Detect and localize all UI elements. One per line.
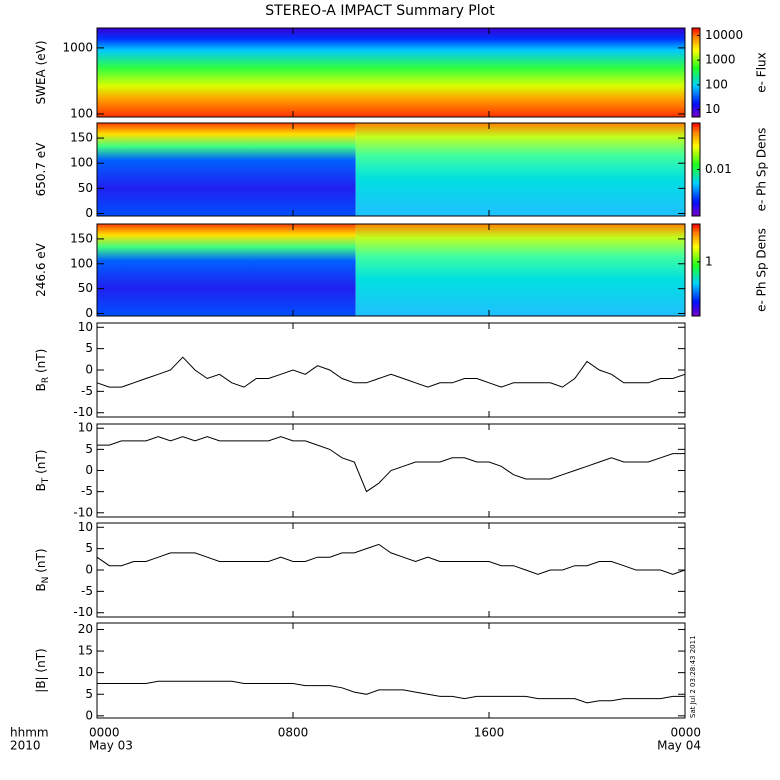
y-tick-label: 10 — [78, 665, 93, 679]
y-tick-label: -5 — [81, 584, 93, 598]
y-tick-label: 0 — [85, 463, 93, 477]
y-tick-label: 50 — [78, 281, 93, 295]
y-tick-label: 100 — [70, 256, 93, 270]
y-axis-label: BN (nT) — [34, 548, 51, 591]
panel-frame — [96, 622, 686, 719]
panel-frame — [96, 223, 686, 317]
data-line — [96, 543, 686, 575]
y-tick-label: 150 — [70, 231, 93, 245]
y-axis-label: SWEA (eV) — [34, 40, 48, 104]
y-tick-label: 0 — [85, 563, 93, 577]
spectrogram — [355, 224, 685, 316]
y-axis-label-part: R — [41, 377, 51, 383]
y-tick-label: 0 — [85, 363, 93, 377]
y-tick-label: -5 — [81, 484, 93, 498]
y-axis-label-part: (nT) — [34, 349, 48, 377]
timestamp: Sat Jul 2 03:28:43 2011 — [689, 635, 697, 718]
spectrogram — [97, 224, 356, 316]
panel-frame — [96, 27, 686, 118]
y-tick-label: 0 — [85, 708, 93, 722]
y-tick-label: 5 — [85, 341, 93, 355]
y-tick-label: 5 — [85, 442, 93, 456]
y-tick-label: 100 — [70, 156, 93, 170]
colorbar-tick-label: 1000 — [705, 53, 736, 67]
y-tick-label: 1000 — [62, 40, 93, 54]
y-axis-label-part: |B| (nT) — [34, 648, 48, 692]
y-axis-label-part: (nT) — [34, 548, 48, 576]
y-axis-label-part: T — [41, 477, 51, 484]
colorbar-tick-label: 0.01 — [705, 162, 732, 176]
x-tick-date: May 03 — [89, 739, 133, 753]
colorbar-tick-label: 100 — [705, 77, 728, 91]
y-tick-label: 15 — [78, 644, 93, 658]
colorbar — [691, 223, 701, 317]
y-tick-label: 50 — [78, 181, 93, 195]
y-axis-label-part: B — [34, 483, 48, 491]
colorbar-label: e- Ph Sp Dens — [755, 228, 769, 312]
y-tick-label: 150 — [70, 131, 93, 145]
y-axis-label: BT (nT) — [34, 450, 51, 492]
y-tick-label: 20 — [78, 622, 93, 636]
colorbar-tick-label: 10 — [705, 102, 720, 116]
y-tick-label: 10 — [78, 320, 93, 334]
data-line — [97, 680, 685, 704]
title: STEREO-A IMPACT Summary Plot — [265, 3, 495, 19]
panel-frame — [96, 522, 686, 618]
y-tick-label: -5 — [81, 384, 93, 398]
colorbar-label: e- Ph Sp Dens — [755, 128, 769, 212]
row-label: 2010 — [10, 739, 41, 753]
y-axis-label-part: 246.6 eV — [34, 242, 48, 297]
x-tick-label: 0000 — [670, 726, 701, 740]
x-tick-date: May 04 — [657, 739, 701, 753]
y-axis-label-part: 650.7 eV — [34, 142, 48, 197]
spectrogram — [355, 123, 685, 216]
y-axis-label-part: N — [41, 577, 51, 584]
x-tick-label: 0000 — [89, 726, 120, 740]
x-tick-label: 0800 — [278, 726, 309, 740]
colorbar-tick-label: 1 — [705, 254, 713, 268]
y-tick-label: -10 — [73, 505, 93, 519]
spectrogram — [97, 28, 685, 117]
spectrogram — [97, 123, 356, 216]
data-line — [96, 356, 686, 388]
y-axis-label-part: B — [34, 583, 48, 591]
row-label: hhmm — [10, 726, 49, 740]
y-tick-label: 5 — [85, 687, 93, 701]
y-axis-label: BR (nT) — [34, 349, 51, 392]
y-tick-label: 100 — [70, 106, 93, 120]
y-tick-label: -10 — [73, 605, 93, 619]
x-tick-label: 1600 — [474, 726, 505, 740]
y-axis-label: 650.7 eV — [34, 142, 48, 197]
y-axis-label-part: B — [34, 383, 48, 391]
data-line — [97, 436, 685, 493]
y-tick-label: 0 — [85, 206, 93, 220]
y-axis-label: 246.6 eV — [34, 242, 48, 297]
colorbar — [691, 27, 701, 118]
y-tick-label: 10 — [78, 421, 93, 435]
colorbar-label: e- Flux — [755, 52, 769, 92]
y-tick-label: 0 — [85, 306, 93, 320]
y-tick-label: 10 — [78, 520, 93, 534]
y-tick-label: -10 — [73, 405, 93, 419]
y-axis-label: |B| (nT) — [34, 648, 48, 692]
y-axis-label-part: (nT) — [34, 450, 48, 478]
panel-frame — [96, 322, 686, 418]
y-tick-label: 5 — [85, 541, 93, 555]
colorbar-tick-label: 10000 — [705, 28, 743, 42]
y-axis-label-part: SWEA (eV) — [34, 40, 48, 104]
panel-frame — [96, 122, 686, 217]
